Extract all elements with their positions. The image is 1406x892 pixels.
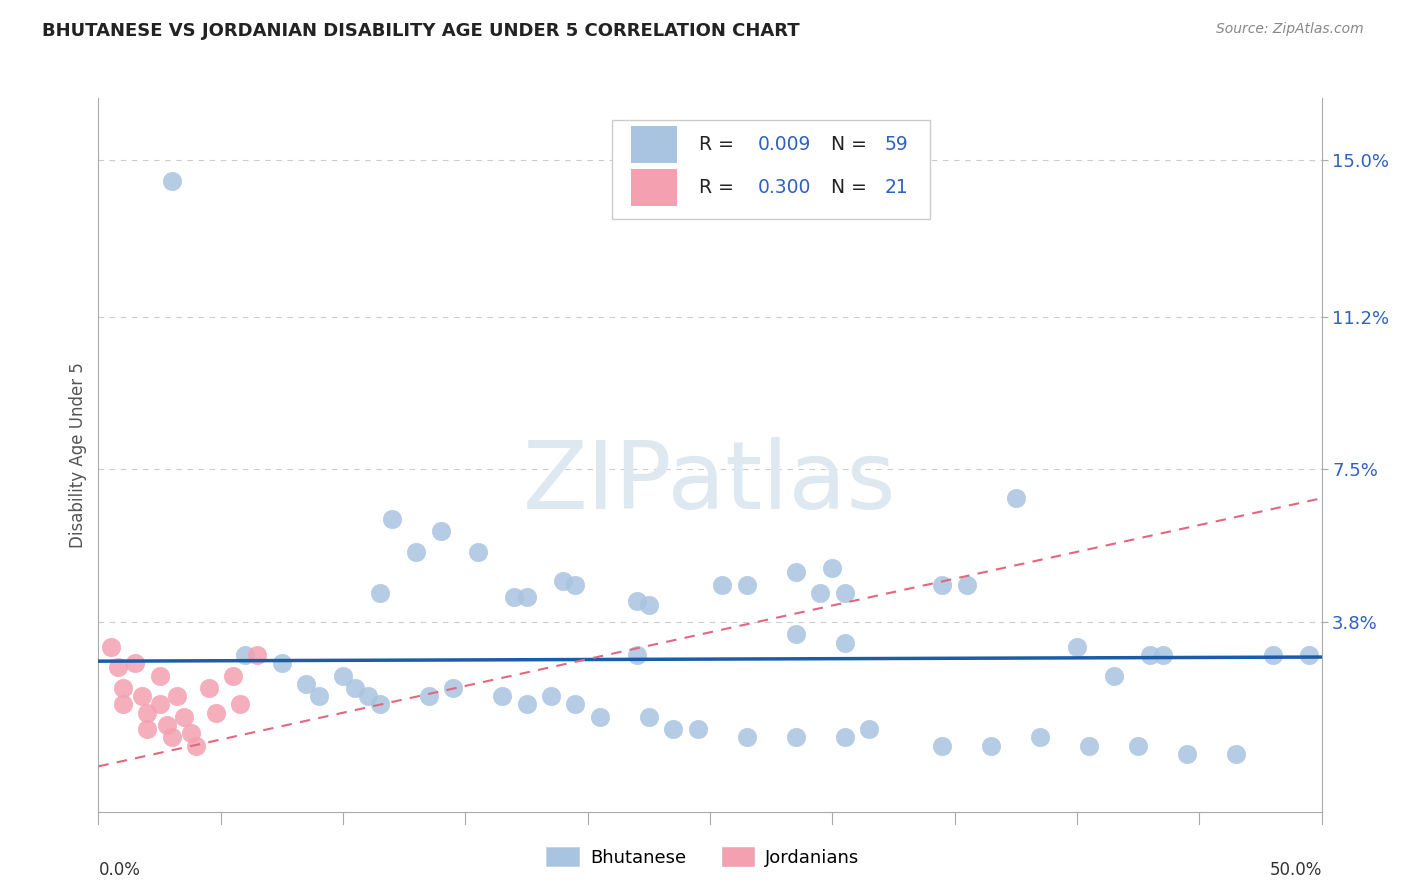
Point — [711, 578, 734, 592]
FancyBboxPatch shape — [630, 126, 678, 163]
Point — [136, 706, 159, 720]
Text: R =: R = — [699, 135, 740, 154]
Point — [186, 739, 208, 753]
Point — [638, 710, 661, 724]
Point — [308, 690, 330, 704]
Text: 0.0%: 0.0% — [98, 861, 141, 880]
Point — [1102, 668, 1125, 682]
Point — [735, 731, 758, 745]
Point — [626, 594, 648, 608]
Point — [131, 690, 153, 704]
Text: 59: 59 — [884, 135, 908, 154]
Point — [430, 524, 453, 539]
Point — [785, 566, 807, 580]
Y-axis label: Disability Age Under 5: Disability Age Under 5 — [69, 362, 87, 548]
Point — [111, 698, 134, 712]
Point — [124, 657, 146, 671]
Point — [858, 723, 880, 737]
Point — [956, 578, 979, 592]
Point — [735, 578, 758, 592]
Text: 50.0%: 50.0% — [1270, 861, 1322, 880]
Text: N =: N = — [831, 135, 873, 154]
Point — [149, 668, 172, 682]
Point — [344, 681, 367, 695]
Point — [1175, 747, 1198, 761]
Text: N =: N = — [831, 178, 873, 197]
Point — [589, 710, 612, 724]
Point — [931, 578, 953, 592]
Point — [1066, 640, 1088, 654]
Point — [160, 173, 183, 187]
FancyBboxPatch shape — [612, 120, 931, 219]
Text: BHUTANESE VS JORDANIAN DISABILITY AGE UNDER 5 CORRELATION CHART: BHUTANESE VS JORDANIAN DISABILITY AGE UN… — [42, 22, 800, 40]
Point — [136, 723, 159, 737]
Point — [503, 591, 526, 605]
Point — [1298, 648, 1320, 662]
Point — [1139, 648, 1161, 662]
Point — [515, 698, 537, 712]
Text: ZIPatlas: ZIPatlas — [523, 437, 897, 530]
Point — [197, 681, 219, 695]
Point — [270, 657, 294, 671]
Point — [356, 690, 378, 704]
Point — [405, 545, 427, 559]
Point — [808, 586, 831, 600]
Point — [107, 660, 129, 674]
Point — [160, 731, 183, 745]
Point — [834, 586, 856, 600]
Point — [564, 698, 586, 712]
Point — [931, 739, 953, 753]
Point — [626, 648, 648, 662]
Legend: Bhutanese, Jordanians: Bhutanese, Jordanians — [540, 840, 866, 874]
Point — [222, 668, 245, 682]
Point — [1261, 648, 1284, 662]
Point — [564, 578, 586, 592]
Point — [100, 640, 122, 654]
Point — [662, 723, 685, 737]
Point — [491, 690, 513, 704]
Point — [540, 690, 562, 704]
Point — [233, 648, 256, 662]
Point — [173, 710, 195, 724]
Point — [295, 677, 318, 691]
Point — [834, 731, 856, 745]
Point — [332, 668, 354, 682]
Point — [467, 545, 489, 559]
Point — [834, 635, 856, 649]
Text: 21: 21 — [884, 178, 908, 197]
Text: 0.009: 0.009 — [758, 135, 811, 154]
Text: R =: R = — [699, 178, 740, 197]
Point — [418, 690, 440, 704]
Point — [686, 723, 709, 737]
Point — [205, 706, 228, 720]
Point — [1128, 739, 1150, 753]
Point — [381, 512, 404, 526]
Text: Source: ZipAtlas.com: Source: ZipAtlas.com — [1216, 22, 1364, 37]
Point — [785, 731, 807, 745]
Point — [180, 726, 202, 740]
Point — [785, 627, 807, 641]
Point — [1078, 739, 1101, 753]
Point — [980, 739, 1002, 753]
Text: 0.300: 0.300 — [758, 178, 811, 197]
FancyBboxPatch shape — [630, 169, 678, 206]
Point — [1152, 648, 1174, 662]
Point — [1004, 491, 1026, 506]
Point — [246, 648, 269, 662]
Point — [821, 561, 844, 575]
Point — [111, 681, 134, 695]
Point — [166, 690, 188, 704]
Point — [368, 586, 391, 600]
Point — [1029, 731, 1052, 745]
Point — [553, 574, 575, 588]
Point — [368, 698, 391, 712]
Point — [515, 591, 537, 605]
Point — [156, 718, 179, 732]
Point — [1225, 747, 1247, 761]
Point — [229, 698, 252, 712]
Point — [441, 681, 464, 695]
Point — [149, 698, 172, 712]
Point — [638, 599, 661, 613]
